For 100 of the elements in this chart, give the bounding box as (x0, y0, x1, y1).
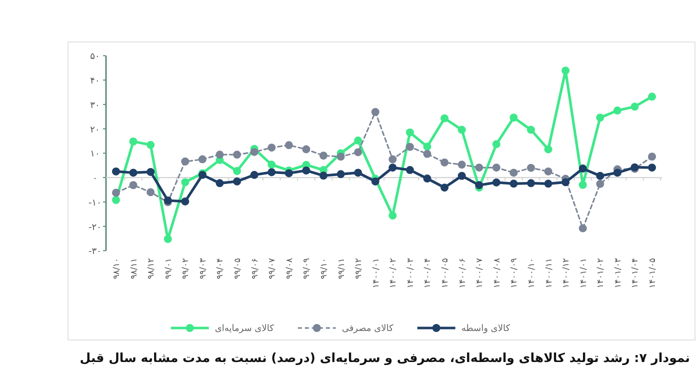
point (336, 170, 345, 178)
point (388, 155, 397, 164)
point (544, 180, 552, 188)
point (302, 145, 310, 154)
x-tick-label: ۹۹/۰۴ (216, 258, 226, 280)
point (475, 164, 484, 172)
point (492, 164, 500, 172)
point (371, 108, 380, 116)
point (354, 136, 362, 145)
point (354, 168, 362, 177)
point (112, 188, 120, 197)
point (354, 148, 362, 156)
point (458, 172, 466, 180)
point (268, 168, 276, 176)
point (216, 150, 224, 159)
legend-label: کالای سرمایه‌ای (214, 324, 275, 334)
x-tick-label: ۱۴۰۱/۰۲ (596, 258, 606, 288)
y-tick-label: ۳۰ (90, 100, 100, 111)
point (578, 164, 587, 173)
point (250, 170, 258, 179)
y-tick-label: -۱۰ (88, 198, 102, 208)
point (562, 66, 570, 75)
x-tick-label: ۹۸/۱۱ (129, 258, 140, 280)
point (613, 168, 622, 177)
point (388, 164, 397, 172)
point (406, 142, 414, 151)
y-tick-label: -۳۰ (88, 247, 102, 258)
x-tick-label: ۹۹/۰۸ (284, 258, 295, 280)
x-tick-label: ۹۹/۰۵ (233, 258, 244, 280)
x-tick-label: ۱۴۰۰/۰۸ (492, 258, 502, 288)
point (562, 178, 570, 186)
x-tick-label: ۹۹/۰۳ (198, 258, 208, 280)
point (233, 150, 242, 159)
x-tick-label: ۱۴۰۰/۰۶ (458, 258, 468, 288)
point (302, 166, 310, 175)
point (596, 180, 604, 188)
y-tick-label: ۴۰ (90, 76, 100, 87)
x-tick-label: ۱۴۰۰/۰۳ (406, 258, 416, 288)
point (630, 102, 639, 111)
point (440, 114, 449, 122)
point (112, 196, 120, 204)
point (181, 197, 190, 206)
point (544, 145, 552, 154)
point (423, 174, 432, 183)
point (578, 224, 587, 232)
x-tick-label: ۱۴۰۰/۱۰ (526, 258, 537, 288)
point (526, 164, 535, 172)
x-tick-label: ۹۹/۰۲ (181, 258, 192, 280)
point (492, 178, 500, 186)
point (319, 152, 328, 160)
point (578, 180, 587, 189)
point (510, 114, 518, 122)
text: نمودار ۷: رشد تولید کالاهای واسطه‌ای، مصرفی و سرمایه‌ای (درصد) نسبت به مدت مشابه سال قبل (80, 350, 690, 366)
point (526, 126, 535, 134)
y-tick-label: -۲۰ (88, 222, 102, 233)
legend-label: کالای مصرفی (342, 324, 394, 334)
point (423, 142, 432, 151)
point (458, 160, 466, 169)
point (648, 152, 656, 161)
point (129, 181, 138, 190)
y-tick-label: ۰ (92, 174, 98, 184)
point (250, 148, 258, 156)
point (181, 178, 190, 186)
x-tick-label: ۹۹/۰۶ (250, 258, 260, 280)
point (164, 235, 172, 243)
x-tick-label: ۱۴۰۰/۰۵ (440, 258, 451, 288)
x-tick-label: ۱۴۰۰/۰۹ (510, 258, 520, 288)
point (129, 168, 138, 177)
point (268, 144, 276, 152)
point (440, 184, 449, 192)
point (198, 155, 206, 164)
x-tick-label: ۱۴۰۰/۰۴ (423, 258, 434, 288)
point (371, 177, 380, 186)
point (146, 140, 155, 149)
point (526, 179, 535, 188)
x-tick-label: ۱۴۰۰/۱۲ (562, 258, 572, 288)
point (216, 179, 224, 188)
point (319, 172, 328, 180)
point (268, 160, 276, 169)
point (181, 157, 190, 166)
point (112, 167, 120, 176)
point (146, 188, 155, 196)
x-tick-label: ۹۹/۰۷ (268, 258, 278, 280)
point (233, 166, 242, 175)
x-tick-label: ۱۴۰۱/۰۳ (613, 258, 624, 288)
point (129, 138, 138, 146)
point (284, 141, 293, 150)
point (492, 140, 500, 148)
point (596, 172, 604, 180)
y-tick-label: ۲۰ (90, 125, 100, 136)
x-tick-label: ۹۹/۰۹ (302, 258, 312, 280)
point (146, 168, 155, 176)
point (596, 114, 604, 122)
x-tick-label: ۱۴۰۱/۰۴ (630, 258, 641, 288)
point (336, 152, 345, 161)
point (440, 158, 449, 166)
y-tick-label: ۵۰ (90, 52, 100, 62)
x-tick-label: ۱۴۰۰/۰۱ (371, 258, 382, 288)
x-tick-label: ۹۹/۰۱ (164, 258, 174, 280)
point (510, 168, 518, 177)
